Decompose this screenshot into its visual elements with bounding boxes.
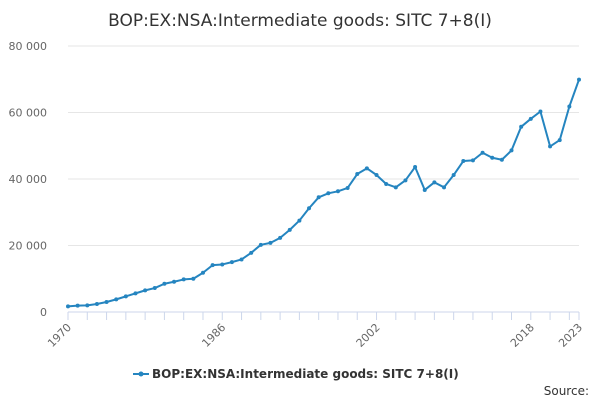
data-point[interactable]: [442, 185, 447, 190]
y-tick-label: 40 000: [9, 173, 48, 186]
data-point[interactable]: [316, 195, 321, 200]
data-point[interactable]: [200, 270, 205, 275]
data-point[interactable]: [220, 262, 225, 267]
x-tick-label: 2002: [354, 321, 383, 350]
data-point[interactable]: [470, 158, 475, 163]
data-point[interactable]: [94, 302, 99, 307]
data-point[interactable]: [393, 185, 398, 190]
data-point[interactable]: [66, 304, 70, 309]
data-point[interactable]: [355, 172, 360, 177]
data-point[interactable]: [528, 116, 533, 121]
legend-dot-marker: [138, 371, 144, 377]
legend[interactable]: BOP:EX:NSA:Intermediate goods: SITC 7+8(…: [133, 367, 459, 381]
x-tick-label: 2018: [508, 321, 537, 350]
data-point[interactable]: [104, 300, 109, 305]
data-point[interactable]: [384, 181, 389, 186]
data-point[interactable]: [75, 303, 80, 308]
data-point[interactable]: [268, 240, 273, 245]
data-point[interactable]: [374, 173, 379, 178]
data-point[interactable]: [297, 218, 302, 223]
data-point[interactable]: [239, 257, 244, 262]
data-point[interactable]: [114, 297, 119, 302]
data-point[interactable]: [548, 144, 553, 149]
x-tick-label: 1986: [199, 321, 228, 350]
data-point[interactable]: [191, 276, 196, 281]
y-tick-label: 0: [40, 306, 47, 319]
series-line[interactable]: [67, 78, 580, 308]
data-point[interactable]: [162, 281, 167, 286]
data-point[interactable]: [85, 303, 90, 308]
data-point[interactable]: [143, 288, 148, 293]
data-point[interactable]: [335, 189, 340, 194]
chart-title: BOP:EX:NSA:Intermediate goods: SITC 7+8(…: [108, 11, 492, 31]
y-tick-label: 60 000: [9, 107, 48, 120]
data-point[interactable]: [229, 260, 234, 265]
data-point[interactable]: [432, 180, 437, 185]
x-tick-label: 2023: [556, 321, 585, 350]
data-point[interactable]: [172, 279, 177, 284]
y-tick-label: 80 000: [9, 40, 48, 53]
data-point[interactable]: [422, 187, 427, 192]
data-point[interactable]: [123, 294, 128, 299]
source-credit[interactable]: Source:: [544, 384, 589, 398]
grid-lines: [68, 45, 579, 246]
data-point[interactable]: [364, 166, 369, 171]
data-point[interactable]: [181, 277, 186, 282]
data-point[interactable]: [152, 286, 157, 291]
data-point[interactable]: [490, 155, 495, 160]
data-point[interactable]: [461, 159, 466, 164]
y-tick-label: 20 000: [9, 240, 48, 253]
data-point[interactable]: [326, 191, 331, 196]
data-point[interactable]: [345, 185, 350, 190]
data-point[interactable]: [413, 165, 418, 170]
data-point[interactable]: [557, 138, 562, 143]
data-point[interactable]: [403, 178, 408, 183]
legend-label[interactable]: BOP:EX:NSA:Intermediate goods: SITC 7+8(…: [152, 367, 459, 381]
series-layer: [66, 77, 581, 309]
data-point[interactable]: [480, 150, 485, 155]
data-point[interactable]: [509, 148, 514, 153]
data-point[interactable]: [287, 227, 292, 232]
data-point[interactable]: [278, 235, 283, 240]
data-point[interactable]: [249, 250, 254, 255]
data-point[interactable]: [210, 263, 215, 268]
data-point[interactable]: [567, 104, 572, 109]
data-point[interactable]: [538, 109, 543, 114]
data-point[interactable]: [133, 291, 138, 296]
data-point[interactable]: [519, 124, 524, 129]
data-point[interactable]: [307, 206, 312, 211]
data-point[interactable]: [258, 242, 263, 247]
data-point[interactable]: [577, 77, 581, 82]
data-point[interactable]: [451, 173, 456, 178]
x-tick-label: 1970: [45, 321, 74, 350]
data-point[interactable]: [499, 157, 504, 162]
